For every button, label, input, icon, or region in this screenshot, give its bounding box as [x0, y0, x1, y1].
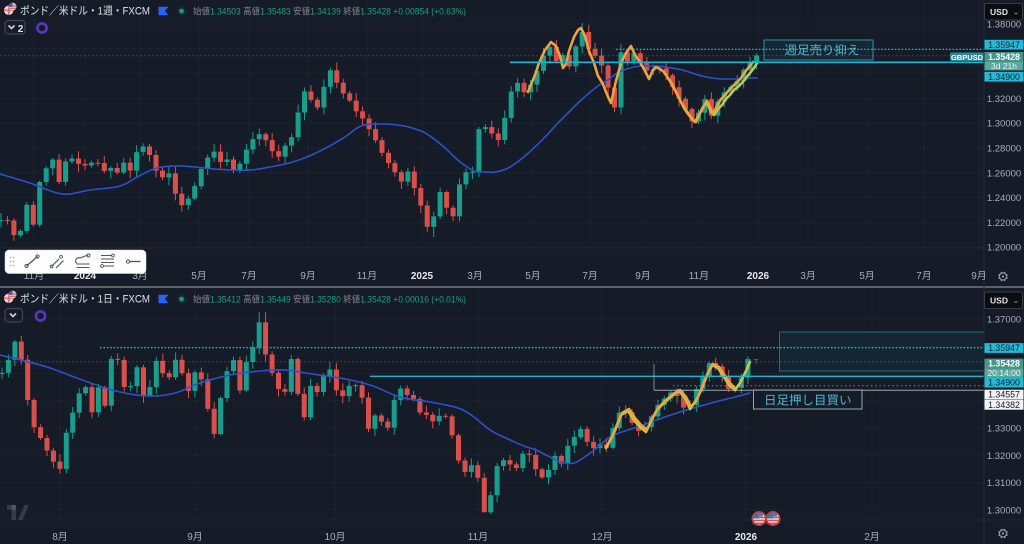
- svg-text:ポンド／米ドル・1日・FXCM: ポンド／米ドル・1日・FXCM: [20, 293, 150, 306]
- svg-text:1.30000: 1.30000: [987, 505, 1021, 516]
- svg-text:1.24000: 1.24000: [987, 193, 1021, 204]
- svg-text:11月: 11月: [24, 271, 44, 282]
- svg-text:1.26000: 1.26000: [987, 168, 1021, 179]
- svg-text:7月: 7月: [582, 271, 598, 282]
- svg-text:2026: 2026: [747, 271, 770, 282]
- svg-text:8月: 8月: [52, 532, 68, 543]
- svg-text:9月: 9月: [971, 271, 987, 282]
- svg-text:1.33000: 1.33000: [987, 424, 1021, 435]
- svg-text:週足売り抑え: 週足売り抑え: [784, 44, 859, 58]
- svg-text:9月: 9月: [300, 271, 316, 282]
- svg-text:3月: 3月: [467, 271, 483, 282]
- svg-text:1.37000: 1.37000: [987, 315, 1021, 326]
- svg-text:1.38000: 1.38000: [987, 20, 1021, 31]
- svg-text:11月: 11月: [689, 271, 709, 282]
- svg-text:5月: 5月: [859, 271, 875, 282]
- svg-text:7月: 7月: [241, 271, 257, 282]
- svg-text:USD: USD: [990, 296, 1008, 306]
- svg-text:1.34382: 1.34382: [988, 400, 1020, 410]
- svg-text:始値1.34503 高値1.35483 安値1.34139: 始値1.34503 高値1.35483 安値1.34139 終値1.35428 …: [193, 7, 466, 18]
- svg-text:2026: 2026: [735, 532, 758, 543]
- svg-text:5月: 5月: [525, 271, 541, 282]
- svg-text:1.20000: 1.20000: [987, 243, 1021, 254]
- svg-text:5月: 5月: [191, 271, 207, 282]
- svg-text:20:14:00: 20:14:00: [987, 368, 1020, 378]
- svg-text:1.35947: 1.35947: [988, 40, 1020, 50]
- svg-text:11月: 11月: [357, 271, 377, 282]
- svg-text:1.35428: 1.35428: [988, 359, 1020, 369]
- svg-text:2025: 2025: [411, 271, 434, 282]
- svg-text:ポンド／米ドル・1週・FXCM: ポンド／米ドル・1週・FXCM: [20, 5, 150, 18]
- svg-text:1.34900: 1.34900: [988, 72, 1020, 82]
- svg-text:2: 2: [18, 24, 24, 35]
- svg-text:1.22000: 1.22000: [987, 218, 1021, 229]
- svg-text:11月: 11月: [468, 532, 488, 543]
- svg-text:1.31000: 1.31000: [987, 478, 1021, 489]
- svg-text:1.34900: 1.34900: [988, 378, 1020, 388]
- svg-text:1.35947: 1.35947: [988, 343, 1020, 353]
- svg-text:1.34557: 1.34557: [988, 390, 1020, 400]
- svg-text:7月: 7月: [916, 271, 932, 282]
- svg-text:3月: 3月: [132, 271, 148, 282]
- svg-text:始値1.35412 高値1.35449 安値1.35280: 始値1.35412 高値1.35449 安値1.35280 終値1.35428 …: [193, 295, 466, 306]
- svg-text:GBPUSD: GBPUSD: [951, 53, 984, 62]
- svg-text:2月: 2月: [864, 532, 880, 543]
- svg-text:3d 21h: 3d 21h: [991, 61, 1017, 71]
- svg-text:⌄: ⌄: [1013, 296, 1020, 305]
- svg-text:⊤: ⊤: [753, 359, 759, 366]
- svg-text:9月: 9月: [635, 271, 651, 282]
- svg-text:2024: 2024: [74, 271, 97, 282]
- svg-text:⌄: ⌄: [1013, 8, 1020, 17]
- svg-text:12月: 12月: [591, 532, 612, 543]
- svg-text:1.32000: 1.32000: [987, 94, 1021, 105]
- svg-text:1.32000: 1.32000: [987, 451, 1021, 462]
- svg-text:9月: 9月: [187, 532, 203, 543]
- svg-text:USD: USD: [990, 7, 1008, 17]
- svg-text:1.30000: 1.30000: [987, 119, 1021, 130]
- svg-text:3月: 3月: [800, 271, 816, 282]
- svg-text:10月: 10月: [324, 532, 345, 543]
- svg-text:1.28000: 1.28000: [987, 144, 1021, 155]
- svg-text:1.35428: 1.35428: [988, 52, 1020, 62]
- svg-text:日足押し目買い: 日足押し目買い: [764, 393, 852, 407]
